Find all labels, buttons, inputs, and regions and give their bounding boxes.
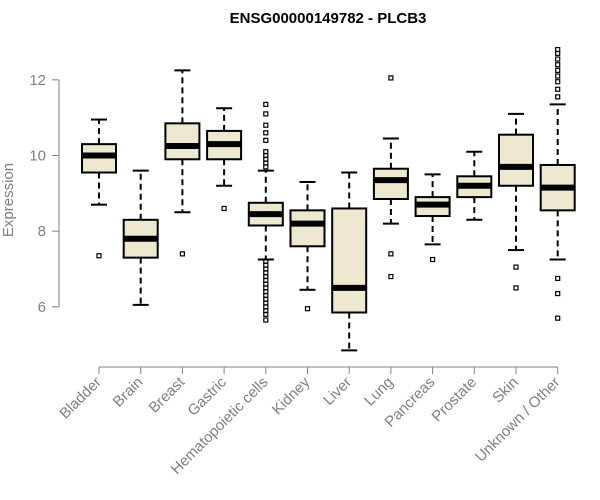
x-tick-label-2: Breast <box>146 373 189 416</box>
box-0 <box>81 118 117 259</box>
chart-title: ENSG00000149782 - PLCB3 <box>230 10 427 27</box>
box-7 <box>372 75 409 280</box>
outlier-10-0 <box>513 285 519 291</box>
x-tick-label-10: Skin <box>489 374 522 407</box>
box-6 <box>331 171 368 352</box>
y-axis: 6 8 10 12 <box>29 72 60 316</box>
x-tick-label-9: Prostate <box>429 374 481 426</box>
outlier-7-2 <box>388 75 394 81</box>
outlier-4-25 <box>263 101 269 108</box>
outlier-11-8 <box>555 62 561 68</box>
box-1 <box>122 169 159 306</box>
outlier-4-21 <box>263 137 269 143</box>
outlier-5-0 <box>304 306 311 312</box>
outlier-8-0 <box>430 256 436 263</box>
box-rect-10 <box>498 133 534 187</box>
box-9 <box>456 150 493 221</box>
outlier-11-4 <box>555 86 561 92</box>
x-tick-label-0: Bladder <box>56 374 105 423</box>
y-tick-label-0: 6 <box>38 299 46 316</box>
box-11 <box>539 46 576 321</box>
box-rect-5 <box>289 209 326 248</box>
box-rect-2 <box>164 122 201 161</box>
box-5 <box>289 180 326 312</box>
x-tick-label-1: Brain <box>110 374 147 411</box>
x-tick-label-5: Kidney <box>269 373 314 418</box>
outlier-11-9 <box>555 56 561 62</box>
box-2 <box>164 69 201 257</box>
outlier-11-0 <box>555 315 561 321</box>
box-4 <box>247 101 284 323</box>
boxes-group <box>81 46 576 352</box>
outlier-7-0 <box>388 273 394 280</box>
y-axis-label: Expression <box>0 163 17 237</box>
outlier-11-7 <box>555 67 561 73</box>
box-rect-7 <box>372 167 409 200</box>
box-rect-6 <box>331 207 368 314</box>
outlier-4-15 <box>263 258 269 265</box>
outlier-0-0 <box>96 253 102 259</box>
x-tick-label-6: Liver <box>320 374 355 409</box>
box-3 <box>206 107 243 212</box>
y-tick-label-2: 10 <box>29 147 46 164</box>
y-tick-label-1: 8 <box>38 223 46 240</box>
outlier-11-6 <box>555 73 561 79</box>
outlier-11-5 <box>555 79 561 85</box>
outlier-11-3 <box>555 94 561 100</box>
outlier-11-2 <box>555 275 561 282</box>
x-tick-label-7: Lung <box>361 374 397 410</box>
outlier-4-22 <box>263 130 269 136</box>
outlier-4-0 <box>263 317 269 323</box>
box-8 <box>414 173 451 263</box>
outlier-3-0 <box>221 205 227 212</box>
outlier-11-11 <box>555 46 561 53</box>
outlier-7-1 <box>388 251 394 257</box>
outlier-4-24 <box>263 111 269 117</box>
y-tick-label-3: 12 <box>29 72 46 89</box>
box-10 <box>498 112 534 291</box>
outlier-10-1 <box>513 264 519 270</box>
outlier-4-20 <box>263 149 269 155</box>
outlier-11-1 <box>555 290 561 297</box>
outlier-2-0 <box>179 251 185 257</box>
outlier-4-23 <box>263 122 269 128</box>
